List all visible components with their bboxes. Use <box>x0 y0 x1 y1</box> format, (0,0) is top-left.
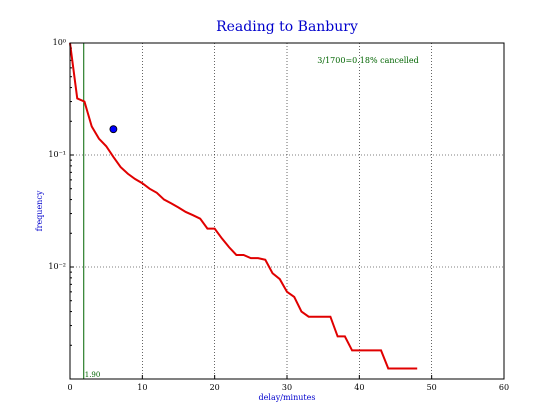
threshold-label: 1.90 <box>85 371 101 379</box>
x-tick-label: 30 <box>282 383 292 392</box>
x-tick-label: 20 <box>210 383 220 392</box>
annotation: 3/1700=0.18% cancelled <box>317 56 418 65</box>
y-tick-label: 10⁰ <box>53 38 66 47</box>
plot-frame <box>69 42 505 380</box>
x-tick-label: 40 <box>354 383 364 392</box>
x-tick-label: 60 <box>499 383 509 392</box>
chart-title: Reading to Banbury <box>216 19 358 35</box>
y-tick-label: 10⁻¹ <box>48 150 66 159</box>
data-line <box>69 42 418 370</box>
y-axis-label: frequency <box>35 190 44 231</box>
x-tick-label: 0 <box>67 383 72 392</box>
x-tick-label: 10 <box>137 383 147 392</box>
y-tick-label: 10⁻² <box>48 262 66 271</box>
x-tick-label: 50 <box>427 383 437 392</box>
x-axis-label: delay/minutes <box>259 393 316 402</box>
point <box>109 125 118 134</box>
